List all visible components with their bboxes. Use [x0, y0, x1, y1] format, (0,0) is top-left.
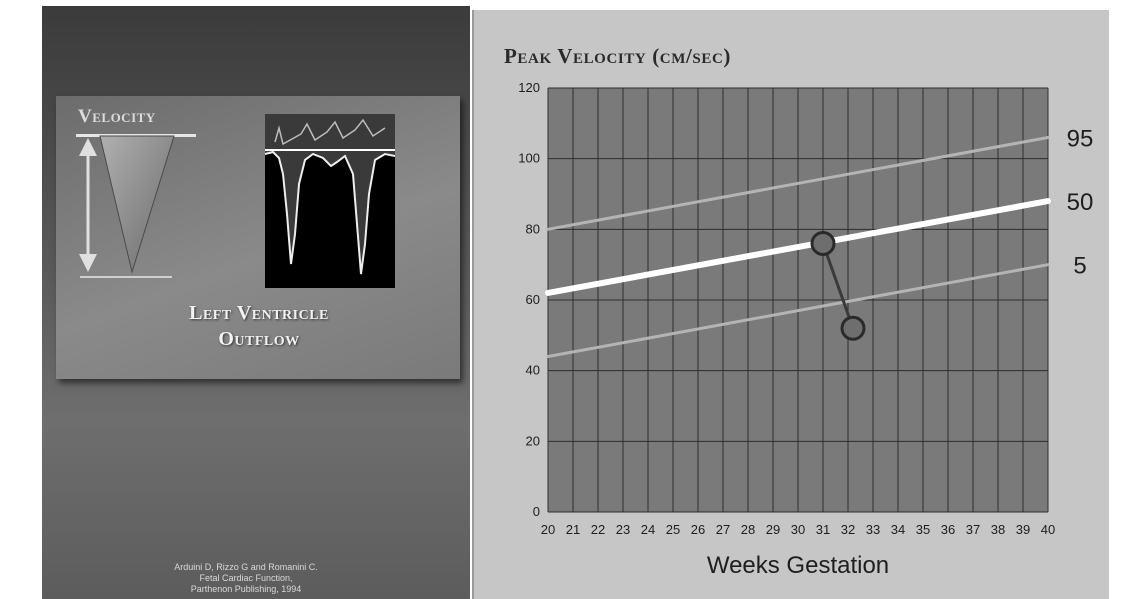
x-axis-label: Weeks Gestation — [706, 552, 890, 579]
x-tick-label: 23 — [616, 522, 630, 537]
citation-line3: Parthenon Publishing, 1994 — [190, 584, 302, 594]
citation-line2: Fetal Cardiac Function, — [199, 573, 293, 583]
x-tick-label: 39 — [1016, 522, 1030, 537]
x-tick-label: 31 — [816, 522, 830, 537]
x-tick-label: 29 — [766, 522, 780, 537]
data-point — [810, 230, 836, 256]
arrow-up-icon — [79, 138, 97, 156]
x-tick-label: 28 — [741, 522, 755, 537]
x-tick-label: 40 — [1041, 522, 1055, 537]
chart-title: Peak Velocity (cm/sec) — [504, 44, 731, 68]
percentile-line-95 — [546, 135, 1050, 231]
x-tick-label: 33 — [866, 522, 880, 537]
doppler-waveform-image — [265, 114, 395, 288]
peak-velocity-chart: 20 21 22 23 24 25 26 27 28 29 30 31 32 33 34 35 36 37 38 39… — [518, 80, 1094, 537]
x-tick-label: 22 — [591, 522, 605, 537]
x-tick-label: 25 — [666, 522, 680, 537]
x-tick-label: 38 — [991, 522, 1005, 537]
x-tick-label: 20 — [541, 522, 555, 537]
y-tick-label: 0 — [533, 504, 540, 519]
x-tick-label: 32 — [841, 522, 855, 537]
x-tick-label: 37 — [966, 522, 980, 537]
y-tick-label: 80 — [526, 221, 540, 236]
y-tick-label: 120 — [518, 80, 540, 95]
x-tick-label: 35 — [916, 522, 930, 537]
lvo-title-line2: Outflow — [218, 328, 300, 350]
velocity-triangle-diagram — [79, 135, 175, 274]
y-tick-label: 20 — [526, 433, 540, 448]
data-point — [840, 315, 866, 341]
y-tick-label: 60 — [526, 292, 540, 307]
lvo-title-line1: Left Ventricle — [189, 302, 329, 324]
citation-line1: Arduini D, Rizzo G and Romanini C. — [174, 562, 318, 572]
percentile-label-5: 5 — [1073, 253, 1086, 280]
percentile-line-50 — [545, 198, 1051, 296]
x-tick-label: 24 — [641, 522, 655, 537]
arrow-down-icon — [79, 254, 97, 272]
percentile-label-95: 95 — [1067, 125, 1094, 152]
left-ventricle-outflow-title: Left Ventricle Outflow — [70, 300, 448, 352]
velocity-label: Velocity — [78, 106, 156, 127]
citation: Arduini D, Rizzo G and Romanini C. Fetal… — [96, 562, 396, 595]
y-tick-label: 100 — [518, 151, 540, 166]
x-tick-label: 27 — [716, 522, 730, 537]
x-tick-label: 36 — [941, 522, 955, 537]
percentile-line-5 — [546, 263, 1050, 359]
x-tick-label: 34 — [891, 522, 905, 537]
x-tick-label: 26 — [691, 522, 705, 537]
point-connector — [821, 242, 855, 329]
velocity-triangle — [99, 135, 175, 274]
percentile-label-50: 50 — [1067, 189, 1094, 216]
x-tick-label: 30 — [791, 522, 805, 537]
x-tick-label: 21 — [566, 522, 580, 537]
velocity-base-line — [80, 276, 172, 278]
y-tick-label: 40 — [526, 363, 540, 378]
